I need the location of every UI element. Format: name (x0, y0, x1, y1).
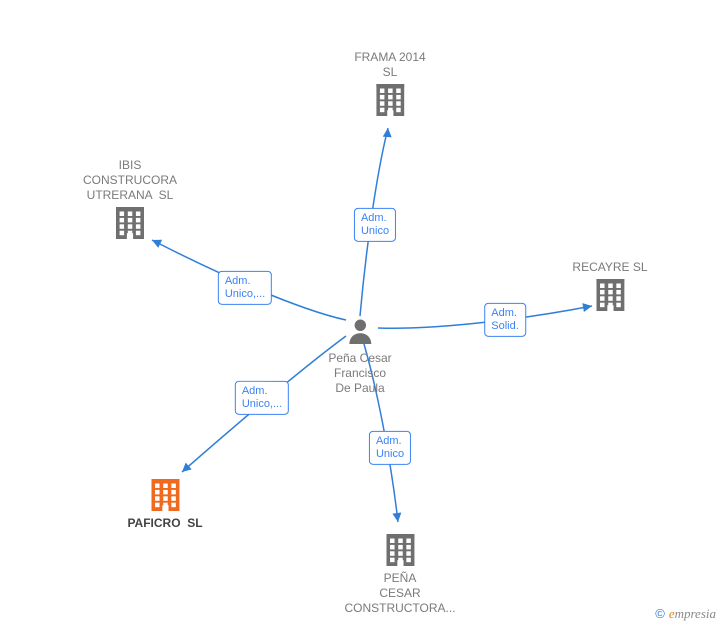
edge-label-recayre[interactable]: Adm. Solid. (484, 303, 526, 337)
watermark: ©empresia (655, 606, 716, 622)
company-label: RECAYRE SL (572, 260, 647, 275)
company-label: FRAMA 2014 SL (354, 50, 425, 80)
edge-label-frama[interactable]: Adm. Unico (354, 208, 396, 242)
center-person-label: Peña Cesar Francisco De Paula (328, 351, 391, 396)
building-icon (83, 207, 177, 244)
person-icon (328, 318, 391, 349)
building-icon (127, 479, 202, 516)
company-label: PAFICRO SL (127, 516, 202, 531)
building-icon (344, 534, 455, 571)
edge-label-paficro[interactable]: Adm. Unico,... (235, 381, 289, 415)
building-icon (572, 279, 647, 316)
company-node-pena[interactable]: PEÑA CESAR CONSTRUCTORA... (344, 530, 455, 616)
copyright-glyph: © (655, 606, 665, 621)
company-node-recayre[interactable]: RECAYRE SL (572, 260, 647, 316)
company-label: PEÑA CESAR CONSTRUCTORA... (344, 571, 455, 616)
building-icon (354, 84, 425, 121)
company-label: IBIS CONSTRUCORA UTRERANA SL (83, 158, 177, 203)
edge-label-ibis[interactable]: Adm. Unico,... (218, 271, 272, 305)
company-node-frama[interactable]: FRAMA 2014 SL (354, 50, 425, 121)
diagram-canvas: Peña Cesar Francisco De Paula FRAMA 2014… (0, 0, 728, 630)
center-person-node[interactable]: Peña Cesar Francisco De Paula (328, 318, 391, 396)
company-node-ibis[interactable]: IBIS CONSTRUCORA UTRERANA SL (83, 158, 177, 244)
brand-rest: mpresia (675, 606, 716, 621)
edge-label-pena[interactable]: Adm. Unico (369, 431, 411, 465)
company-node-paficro[interactable]: PAFICRO SL (127, 475, 202, 531)
